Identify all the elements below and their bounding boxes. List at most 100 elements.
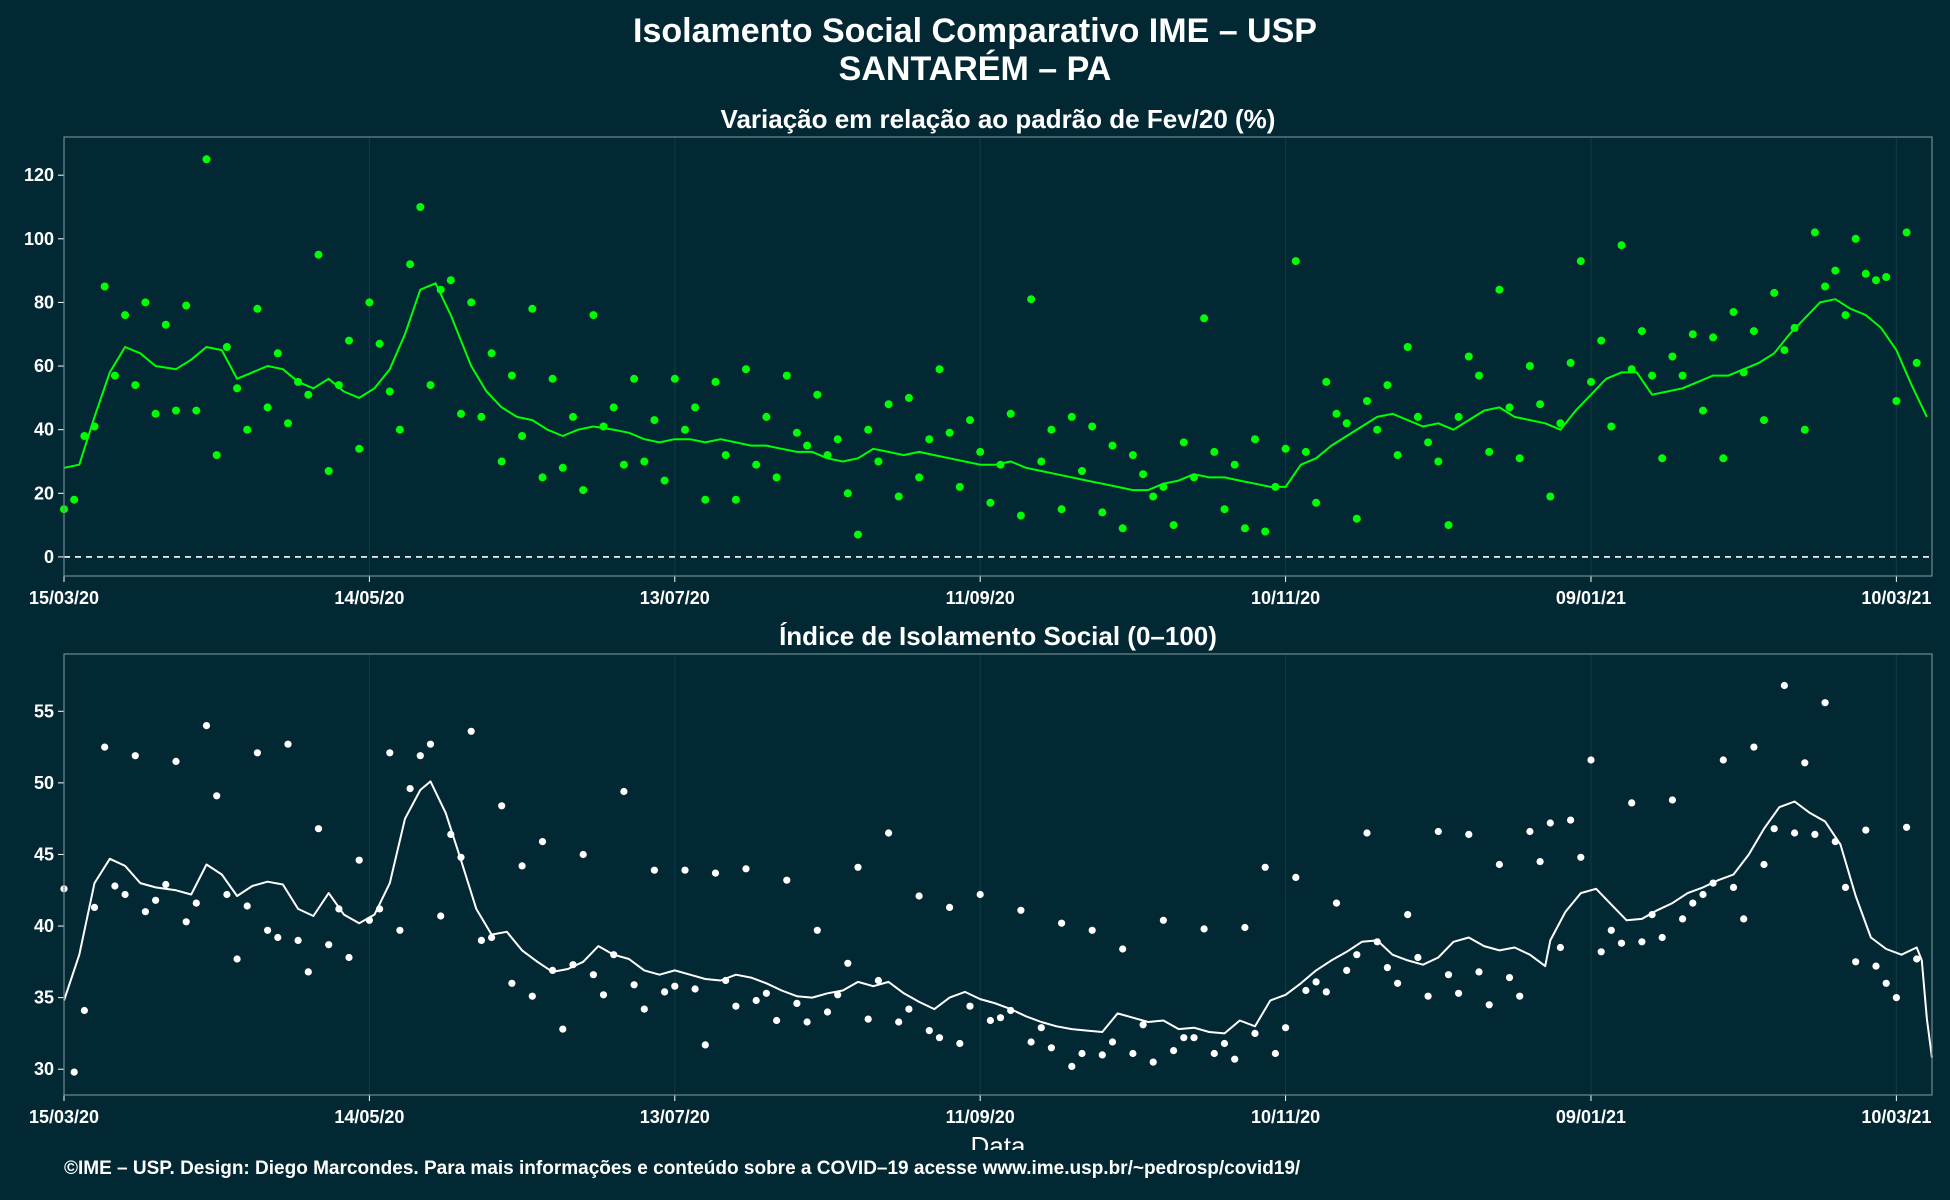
data-point-bottom-169 (1780, 681, 1788, 690)
data-point-top-171 (1800, 425, 1809, 434)
data-point-bottom-52 (589, 971, 598, 979)
panel-border-top (63, 136, 1933, 577)
data-point-bottom-55 (620, 787, 628, 796)
y-tick-label-bottom-3: 45 (34, 844, 54, 864)
data-point-top-24 (304, 390, 313, 399)
data-point-bottom-22 (284, 740, 292, 748)
x-tick-label-bottom-0: 15/03/20 (29, 1107, 99, 1127)
data-point-bottom-6 (121, 890, 129, 899)
x-tick-label-top-6: 10/03/21 (1861, 588, 1931, 608)
data-point-top-107 (1149, 492, 1158, 501)
data-point-bottom-69 (762, 989, 771, 997)
data-point-top-48 (548, 374, 557, 383)
data-point-top-94 (1016, 511, 1025, 520)
data-point-top-100 (1078, 467, 1086, 475)
data-point-bottom-12 (182, 918, 190, 926)
data-point-bottom-133 (1414, 953, 1422, 962)
x-tick-label-top-1: 14/05/20 (334, 588, 404, 608)
data-point-bottom-158 (1668, 796, 1676, 804)
data-point-top-95 (1027, 295, 1036, 304)
y-tick-label-top-6: 120 (24, 165, 54, 185)
data-point-bottom-175 (1841, 883, 1850, 892)
data-point-top-18 (243, 425, 252, 434)
data-point-top-31 (375, 339, 384, 348)
data-point-top-172 (1810, 228, 1819, 237)
data-point-bottom-20 (264, 926, 272, 934)
data-point-top-46 (528, 304, 537, 313)
data-point-top-145 (1536, 400, 1545, 409)
data-point-top-117 (1251, 435, 1259, 444)
data-point-bottom-61 (681, 866, 689, 874)
data-point-top-137 (1454, 412, 1463, 421)
data-point-top-60 (670, 374, 679, 383)
data-point-bottom-68 (752, 996, 760, 1005)
y-tick-label-bottom-4: 50 (34, 773, 54, 793)
data-point-top-142 (1505, 403, 1514, 412)
x-tick-label-top-2: 13/07/20 (640, 588, 710, 608)
data-point-top-130 (1383, 381, 1392, 390)
data-point-top-34 (406, 260, 415, 269)
panel-title-bottom: Índice de Isolamento Social (0–100) (779, 621, 1217, 651)
data-point-top-59 (660, 476, 669, 485)
data-point-top-45 (518, 432, 527, 440)
data-point-bottom-180 (1892, 994, 1900, 1002)
data-point-top-139 (1475, 371, 1483, 380)
data-point-top-51 (579, 486, 588, 495)
data-point-bottom-176 (1852, 958, 1860, 966)
data-point-top-169 (1780, 346, 1789, 355)
data-point-bottom-18 (243, 902, 251, 910)
data-point-bottom-46 (528, 992, 536, 1000)
data-point-top-42 (487, 349, 496, 358)
data-point-bottom-86 (935, 1034, 944, 1042)
data-point-bottom-60 (671, 982, 679, 990)
data-point-top-84 (915, 473, 924, 482)
data-point-bottom-165 (1740, 915, 1748, 923)
data-point-bottom-25 (314, 825, 323, 833)
data-point-bottom-177 (1862, 826, 1870, 834)
data-point-top-13 (192, 406, 201, 415)
data-point-top-168 (1770, 288, 1779, 297)
data-point-bottom-41 (477, 936, 485, 945)
data-point-bottom-83 (905, 1005, 913, 1013)
data-point-top-28 (345, 336, 353, 345)
data-point-top-105 (1128, 451, 1137, 460)
data-point-top-174 (1831, 266, 1840, 275)
data-point-bottom-138 (1465, 830, 1473, 839)
data-point-bottom-179 (1882, 979, 1890, 987)
data-point-top-147 (1556, 419, 1565, 428)
x-tick-label-bottom-1: 14/05/20 (334, 1107, 404, 1127)
data-point-top-176 (1851, 234, 1860, 243)
data-point-bottom-120 (1282, 1024, 1290, 1032)
data-point-top-131 (1393, 451, 1402, 460)
data-point-bottom-85 (925, 1027, 933, 1035)
data-point-bottom-114 (1220, 1039, 1229, 1048)
data-point-bottom-3 (90, 903, 99, 912)
data-point-bottom-94 (1017, 906, 1025, 914)
data-point-top-160 (1688, 330, 1697, 339)
data-point-bottom-141 (1495, 860, 1503, 869)
data-point-top-173 (1821, 282, 1830, 291)
data-point-top-114 (1220, 505, 1229, 514)
data-point-bottom-87 (946, 903, 954, 912)
data-point-bottom-167 (1760, 860, 1768, 869)
data-point-top-77 (843, 489, 852, 498)
data-point-top-41 (477, 412, 486, 421)
data-point-bottom-105 (1129, 1049, 1137, 1058)
data-point-top-175 (1841, 311, 1850, 320)
data-point-bottom-28 (345, 953, 353, 962)
data-point-bottom-7 (131, 752, 139, 760)
data-point-top-5 (110, 371, 119, 380)
data-point-bottom-135 (1434, 827, 1442, 836)
data-point-bottom-103 (1108, 1038, 1117, 1046)
data-point-top-57 (640, 457, 649, 466)
data-point-top-123 (1312, 498, 1321, 507)
data-point-top-134 (1424, 438, 1433, 447)
data-point-top-81 (884, 400, 893, 409)
data-point-top-25 (314, 250, 323, 259)
data-point-bottom-14 (202, 722, 211, 730)
data-point-top-54 (609, 403, 618, 412)
data-point-top-164 (1729, 308, 1738, 316)
data-point-bottom-109 (1170, 1047, 1178, 1055)
data-point-bottom-148 (1567, 816, 1575, 824)
y-tick-label-bottom-5: 55 (34, 701, 54, 721)
